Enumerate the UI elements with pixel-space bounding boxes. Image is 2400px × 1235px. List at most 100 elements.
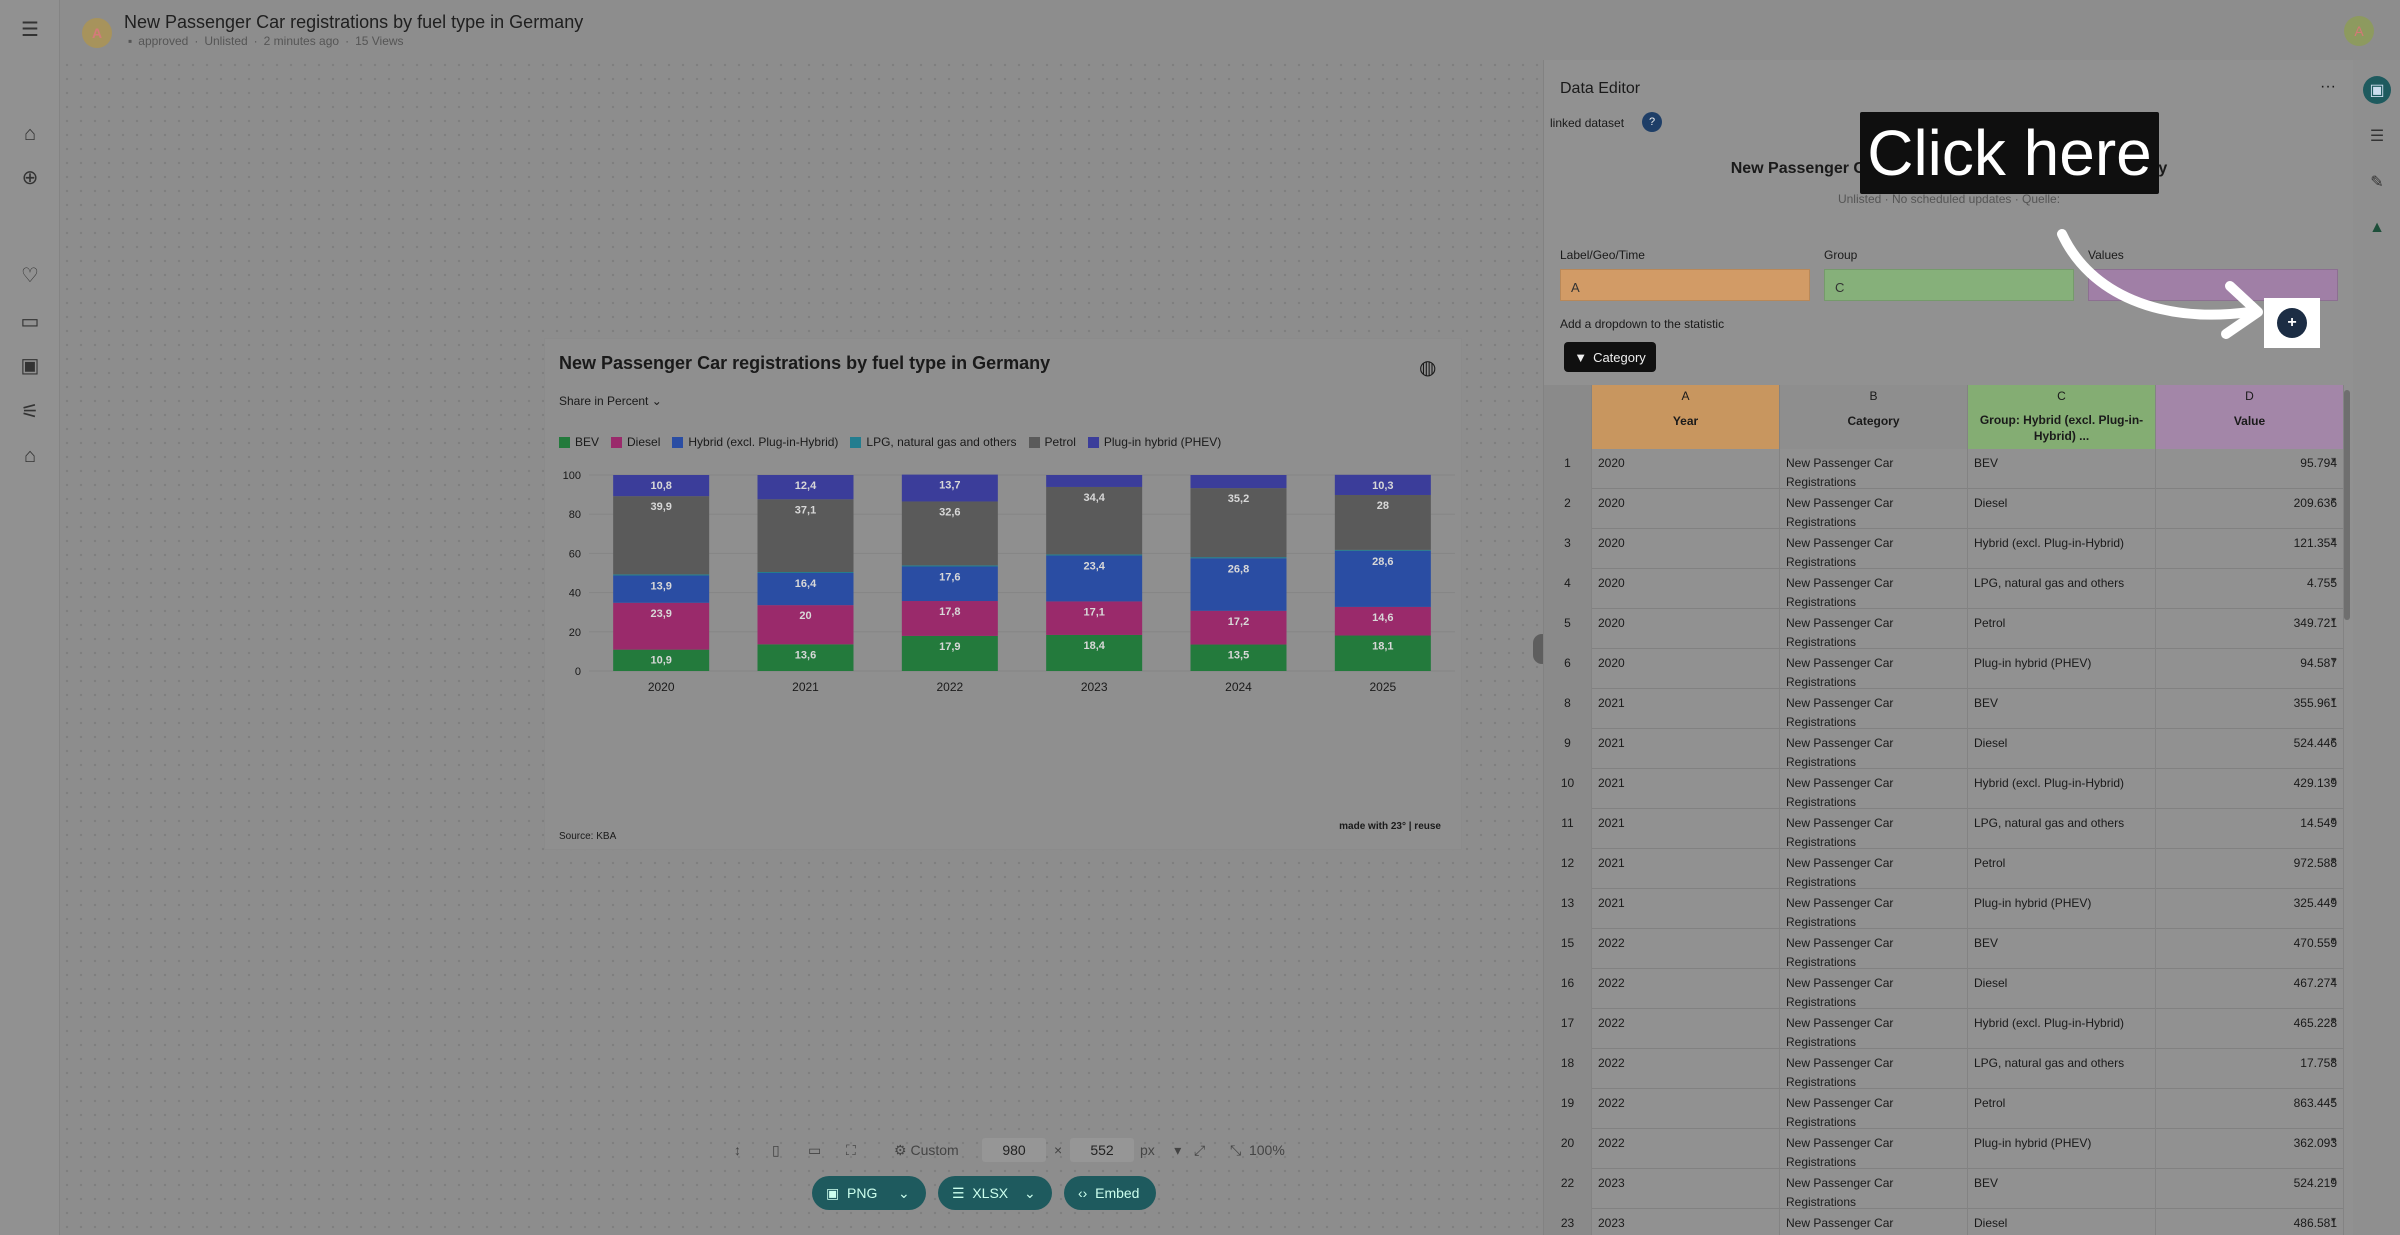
value-cell[interactable]: 17.758 [2156, 1049, 2344, 1089]
chevron-down-icon[interactable]: ▾ [2330, 775, 2336, 786]
legend-item[interactable]: Hybrid (excl. Plug-in-Hybrid) [672, 435, 838, 449]
height-input[interactable]: 552 [1070, 1138, 1134, 1162]
save-icon[interactable]: ▣ [2363, 76, 2391, 104]
group-cell[interactable]: Plug-in hybrid (PHEV) [1968, 1129, 2156, 1169]
category-cell[interactable]: New Passenger Car Registrations [1780, 849, 1968, 889]
chevron-down-icon[interactable]: ▾ [2330, 935, 2336, 946]
chevron-down-icon[interactable]: ▾ [2330, 575, 2336, 586]
mobile-icon[interactable]: ▯ [772, 1141, 780, 1158]
row-number-cell[interactable]: 12 [1544, 849, 1592, 889]
legend-item[interactable]: Plug-in hybrid (PHEV) [1087, 435, 1221, 449]
sliders-icon[interactable]: ⚟ [21, 401, 39, 423]
year-cell[interactable]: 2022 [1592, 969, 1780, 1009]
value-cell[interactable]: 94.587 [2156, 649, 2344, 689]
year-cell[interactable]: 2020 [1592, 489, 1780, 529]
group-cell[interactable]: LPG, natural gas and others [1968, 1049, 2156, 1089]
group-cell[interactable]: BEV [1968, 929, 2156, 969]
display-select[interactable]: Share in Percent ⌄ [559, 394, 662, 408]
year-cell[interactable]: 2021 [1592, 889, 1780, 929]
value-cell[interactable]: 863.445 [2156, 1089, 2344, 1129]
column-header-year[interactable]: Year [1592, 407, 1780, 449]
grid-scrollbar[interactable] [2344, 390, 2350, 620]
chevron-down-icon[interactable]: ⌄ [898, 1184, 910, 1201]
chevron-down-icon[interactable]: ▾ [2330, 975, 2336, 986]
export-xlsx-button[interactable]: ☰ XLSX ⌄ [938, 1176, 1052, 1210]
group-cell[interactable]: Diesel [1968, 489, 2156, 529]
group-cell[interactable]: Petrol [1968, 1089, 2156, 1129]
year-cell[interactable]: 2022 [1592, 1009, 1780, 1049]
column-header-value[interactable]: Value [2156, 407, 2344, 449]
year-cell[interactable]: 2021 [1592, 849, 1780, 889]
value-cell[interactable]: 209.636 [2156, 489, 2344, 529]
chevron-down-icon[interactable]: ▾ [2330, 815, 2336, 826]
unit-select[interactable]: px ▾ [1140, 1141, 1182, 1159]
group-cell[interactable]: Diesel [1968, 1209, 2156, 1235]
chevron-down-icon[interactable]: ▾ [2330, 535, 2336, 546]
page-title[interactable]: New Passenger Car registrations by fuel … [124, 12, 584, 32]
image-icon[interactable]: ▣ [20, 355, 40, 377]
row-number-cell[interactable]: 20 [1544, 1129, 1592, 1169]
chevron-down-icon[interactable]: ▾ [2330, 735, 2336, 746]
group-cell[interactable]: Petrol [1968, 609, 2156, 649]
category-cell[interactable]: New Passenger Car Registrations [1780, 649, 1968, 689]
value-cell[interactable]: 486.581 [2156, 1209, 2344, 1235]
column-letter-b[interactable]: B [1780, 385, 1968, 407]
embed-button[interactable]: ‹› Embed [1064, 1176, 1156, 1210]
row-number-cell[interactable]: 13 [1544, 889, 1592, 929]
folder-icon[interactable]: ▭ [20, 311, 40, 333]
value-cell[interactable]: 349.721 [2156, 609, 2344, 649]
column-header-category[interactable]: Category [1780, 407, 1968, 449]
menu-icon[interactable]: ☰ [21, 19, 39, 41]
database-icon[interactable]: ☰ [2369, 128, 2385, 145]
year-cell[interactable]: 2022 [1592, 1049, 1780, 1089]
chevron-down-icon[interactable]: ▾ [2330, 1015, 2336, 1026]
fullscreen-icon[interactable]: ⛶ [846, 1141, 856, 1158]
year-cell[interactable]: 2020 [1592, 529, 1780, 569]
add-values-highlight[interactable]: + [2264, 298, 2320, 348]
row-number-cell[interactable]: 3 [1544, 529, 1592, 569]
chevron-down-icon[interactable]: ▾ [2330, 455, 2336, 466]
category-cell[interactable]: New Passenger Car Registrations [1780, 889, 1968, 929]
group-cell[interactable]: Diesel [1968, 729, 2156, 769]
chevron-down-icon[interactable]: ▾ [2330, 1135, 2336, 1146]
column-header-group[interactable]: Group: Hybrid (excl. Plug-in-Hybrid) ... [1968, 407, 2156, 449]
group-cell[interactable]: Petrol [1968, 849, 2156, 889]
value-cell[interactable]: 524.446 [2156, 729, 2344, 769]
home-icon[interactable]: ⌂ [23, 123, 37, 145]
value-cell[interactable]: 524.219 [2156, 1169, 2344, 1209]
group-cell[interactable]: BEV [1968, 1169, 2156, 1209]
category-cell[interactable]: New Passenger Car Registrations [1780, 689, 1968, 729]
legend-item[interactable]: Diesel [611, 435, 660, 449]
column-letter-c[interactable]: C [1968, 385, 2156, 407]
expand-icon[interactable]: ↕ [734, 1142, 741, 1158]
user-avatar[interactable]: A [2344, 16, 2374, 46]
category-cell[interactable]: New Passenger Car Registrations [1780, 1209, 1968, 1235]
year-cell[interactable]: 2020 [1592, 609, 1780, 649]
row-number-cell[interactable]: 4 [1544, 569, 1592, 609]
chevron-down-icon[interactable]: ▾ [2330, 695, 2336, 706]
category-cell[interactable]: New Passenger Car Registrations [1780, 809, 1968, 849]
chevron-down-icon[interactable]: ▾ [2330, 495, 2336, 506]
export-png-button[interactable]: ▣ PNG ⌄ [812, 1176, 926, 1210]
add-values-button[interactable]: + [2277, 308, 2307, 338]
heart-icon[interactable]: ♡ [21, 265, 39, 287]
made-with-credit[interactable]: made with 23° | reuse [1339, 821, 1441, 832]
value-cell[interactable]: 470.559 [2156, 929, 2344, 969]
link-icon[interactable]: ⤢ [1194, 1141, 1206, 1158]
laptop-icon[interactable]: ▭ [808, 1141, 822, 1158]
zoom-control[interactable]: ⤡ 100% [1230, 1138, 1285, 1162]
row-number-cell[interactable]: 16 [1544, 969, 1592, 1009]
chevron-down-icon[interactable]: ▾ [2330, 655, 2336, 666]
group-cell[interactable]: LPG, natural gas and others [1968, 569, 2156, 609]
category-cell[interactable]: New Passenger Car Registrations [1780, 1129, 1968, 1169]
preset-select[interactable]: ⚙ Custom [894, 1138, 959, 1162]
year-cell[interactable]: 2020 [1592, 649, 1780, 689]
category-cell[interactable]: New Passenger Car Registrations [1780, 1169, 1968, 1209]
category-cell[interactable]: New Passenger Car Registrations [1780, 489, 1968, 529]
row-number-cell[interactable]: 19 [1544, 1089, 1592, 1129]
category-cell[interactable]: New Passenger Car Registrations [1780, 769, 1968, 809]
row-number-cell[interactable]: 18 [1544, 1049, 1592, 1089]
category-filter-button[interactable]: ▼ Category [1564, 342, 1656, 372]
group-cell[interactable]: Plug-in hybrid (PHEV) [1968, 649, 2156, 689]
value-cell[interactable]: 14.549 [2156, 809, 2344, 849]
